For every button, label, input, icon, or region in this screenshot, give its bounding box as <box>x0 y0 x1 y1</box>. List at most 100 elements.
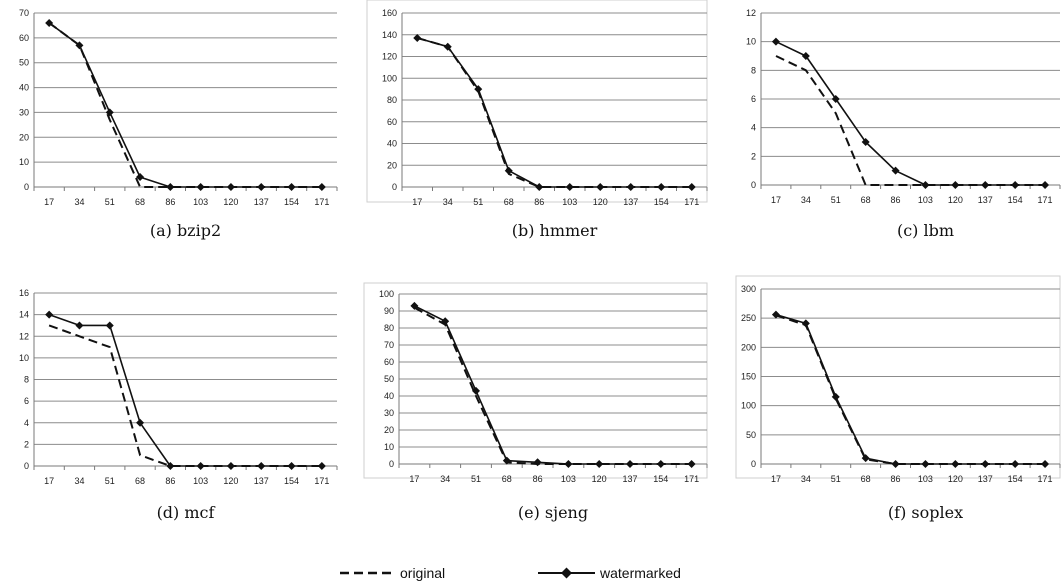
data-point-watermarked <box>105 108 114 117</box>
y-tick-label: 30 <box>19 107 29 117</box>
x-tick-label: 103 <box>918 195 933 205</box>
chart-panel-1: 0 20 40 60 80 100 120 140 160 17 34 51 68 86 103 120 137… <box>366 0 708 240</box>
x-tick-label: 137 <box>254 197 269 207</box>
series-line-watermarked <box>417 37 692 188</box>
data-point-watermarked <box>861 138 870 146</box>
data-point-watermarked <box>45 18 54 27</box>
x-tick-label: 17 <box>44 476 54 486</box>
x-tick-label: 154 <box>1008 195 1023 205</box>
x-tick-label: 171 <box>1038 474 1053 484</box>
x-tick-label: 171 <box>1038 195 1053 205</box>
y-tick-label: 60 <box>384 357 394 367</box>
data-point-watermarked <box>166 183 175 191</box>
legend-original-label: original <box>400 565 445 581</box>
x-tick-label: 68 <box>135 476 145 486</box>
y-tick-label: 10 <box>19 157 29 167</box>
data-point-watermarked <box>441 317 450 326</box>
x-tick-label: 51 <box>831 474 841 484</box>
y-tick-label: 20 <box>19 132 29 142</box>
y-tick-label: 10 <box>19 353 29 363</box>
data-point-watermarked <box>502 456 511 465</box>
data-point-watermarked <box>921 181 930 189</box>
data-point-watermarked <box>595 460 604 468</box>
data-point-watermarked <box>413 34 422 43</box>
data-point-watermarked <box>656 460 665 468</box>
data-point-watermarked <box>533 458 542 467</box>
x-tick-label: 103 <box>193 476 208 486</box>
x-tick-label: 154 <box>284 197 299 207</box>
chart-panel-5: 0 50 100 150 200 250 300 17 34 51 68 86 103 120 137 154… <box>735 275 1061 522</box>
series-line-watermarked <box>48 22 322 188</box>
data-point-watermarked <box>504 166 513 175</box>
chart-panel-0: 0 10 20 30 40 50 60 70 17 34 51 68 86 103 120 137 154 171… <box>19 8 338 240</box>
y-tick-label: 100 <box>382 73 397 83</box>
x-tick-label: 51 <box>471 474 481 484</box>
data-point-watermarked <box>1041 181 1050 189</box>
y-tick-label: 60 <box>387 117 397 127</box>
y-tick-label: 4 <box>24 418 29 428</box>
data-point-watermarked <box>801 319 810 328</box>
y-tick-label: 0 <box>24 182 29 192</box>
x-tick-label: 34 <box>443 197 453 207</box>
x-tick-label: 154 <box>654 197 669 207</box>
y-tick-label: 20 <box>384 425 394 435</box>
x-tick-label: 154 <box>653 474 668 484</box>
y-tick-label: 50 <box>384 374 394 384</box>
data-point-watermarked <box>921 460 930 468</box>
data-point-watermarked <box>801 52 810 60</box>
y-tick-label: 12 <box>746 8 756 18</box>
chart-caption: (d) mcf <box>157 503 216 522</box>
data-point-watermarked <box>75 321 84 330</box>
x-tick-label: 120 <box>593 197 608 207</box>
data-point-watermarked <box>657 183 666 191</box>
data-point-watermarked <box>981 460 990 468</box>
y-tick-label: 200 <box>741 342 756 352</box>
x-tick-label: 103 <box>561 474 576 484</box>
y-tick-label: 40 <box>387 139 397 149</box>
chart-caption: (e) sjeng <box>518 503 588 522</box>
x-tick-label: 86 <box>891 195 901 205</box>
series-line-watermarked <box>775 313 1045 465</box>
data-point-watermarked <box>891 460 900 468</box>
x-tick-label: 171 <box>314 197 329 207</box>
y-tick-label: 6 <box>24 396 29 406</box>
data-point-watermarked <box>226 462 235 470</box>
y-tick-label: 2 <box>751 151 756 161</box>
data-point-watermarked <box>891 166 900 175</box>
data-point-watermarked <box>564 460 573 468</box>
y-tick-label: 120 <box>382 52 397 62</box>
x-tick-label: 34 <box>74 476 84 486</box>
chart-caption: (f) soplex <box>888 503 963 522</box>
data-point-watermarked <box>771 310 780 319</box>
series-line-watermarked <box>48 313 322 467</box>
data-point-watermarked <box>75 41 84 50</box>
data-point-watermarked <box>257 462 266 470</box>
x-tick-label: 103 <box>193 197 208 207</box>
x-tick-label: 120 <box>223 197 238 207</box>
y-tick-label: 2 <box>24 439 29 449</box>
y-tick-label: 10 <box>746 37 756 47</box>
data-point-watermarked <box>626 460 634 468</box>
data-point-watermarked <box>1011 181 1020 189</box>
x-tick-label: 51 <box>105 476 115 486</box>
data-point-watermarked <box>226 183 235 191</box>
chart-panel-4: 0 10 20 30 40 50 60 70 80 90 100 17 34 51 68 86 103 120 13… <box>363 282 708 522</box>
y-tick-label: 50 <box>19 58 29 68</box>
y-tick-label: 40 <box>19 83 29 93</box>
y-tick-label: 6 <box>751 94 756 104</box>
y-tick-label: 140 <box>382 30 397 40</box>
x-tick-label: 34 <box>74 197 84 207</box>
x-tick-label: 17 <box>771 195 781 205</box>
x-tick-label: 120 <box>223 476 238 486</box>
x-tick-label: 171 <box>684 197 699 207</box>
x-tick-label: 17 <box>771 474 781 484</box>
x-tick-label: 120 <box>948 474 963 484</box>
data-point-watermarked <box>472 386 480 395</box>
data-point-watermarked <box>771 37 780 46</box>
y-tick-label: 40 <box>384 391 394 401</box>
series-line-original <box>48 324 322 467</box>
data-point-watermarked <box>596 183 605 191</box>
